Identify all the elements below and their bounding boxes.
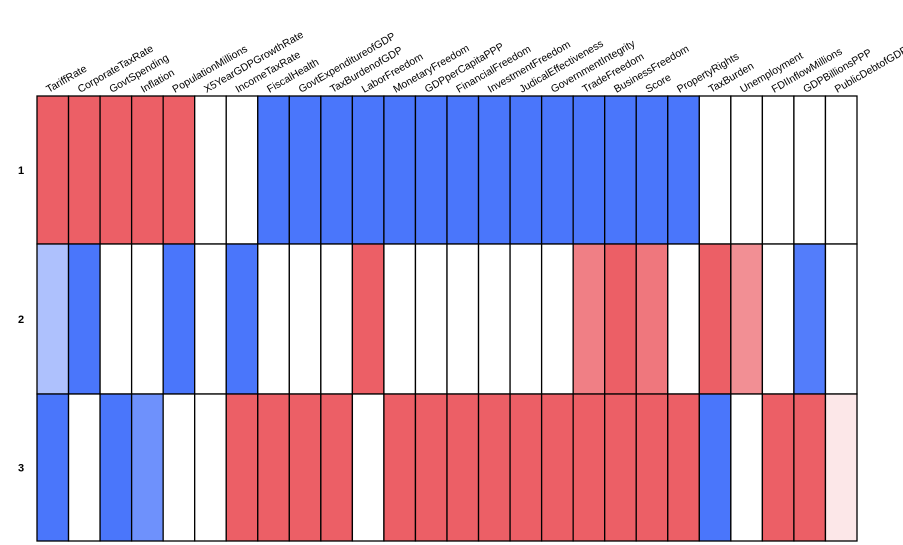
- heatmap-cell: [572, 393, 606, 542]
- heatmap-cell: [667, 243, 700, 395]
- heatmap-cell: [320, 243, 354, 395]
- heatmap-cell: [604, 95, 637, 245]
- heatmap-cell: [761, 243, 795, 395]
- heatmap-cell: [698, 95, 732, 245]
- heatmap-cell: [761, 95, 795, 245]
- heatmap-cell: [67, 243, 101, 395]
- heatmap-cell: [509, 243, 543, 395]
- heatmap-cell: [667, 95, 700, 245]
- heatmap-cell: [572, 95, 606, 245]
- heatmap-cells: [36, 95, 858, 542]
- heatmap-cell: [635, 95, 669, 245]
- heatmap-cell: [162, 393, 196, 542]
- heatmap-cell: [635, 243, 669, 395]
- heatmap-cell: [351, 243, 385, 395]
- heatmap-cell: [99, 95, 133, 245]
- heatmap-cell: [36, 243, 70, 395]
- heatmap-cell: [194, 393, 227, 542]
- heatmap-cell: [698, 393, 732, 542]
- heatmap-cell: [477, 243, 511, 395]
- heatmap-cell: [99, 243, 133, 395]
- heatmap-cell: [130, 393, 164, 542]
- heatmap-cell: [540, 243, 574, 395]
- heatmap-cell: [130, 95, 164, 245]
- heatmap-cell: [414, 243, 448, 395]
- heatmap-cell: [36, 393, 70, 542]
- heatmap-cell: [604, 393, 637, 542]
- heatmap-cell: [67, 393, 101, 542]
- heatmap-cell: [99, 393, 133, 542]
- heatmap-cell: [540, 393, 574, 542]
- heatmap-cell: [761, 393, 795, 542]
- heatmap-cell: [667, 393, 700, 542]
- heatmap-cell: [225, 243, 259, 395]
- heatmap-cell: [509, 95, 543, 245]
- heatmap-cell: [446, 243, 480, 395]
- row-label: 3: [18, 463, 24, 475]
- heatmap-cell: [162, 95, 196, 245]
- heatmap-cell: [320, 393, 354, 542]
- row-label: 2: [18, 314, 24, 326]
- heatmap-cell: [793, 393, 827, 542]
- heatmap-cell: [604, 243, 637, 395]
- heatmap-cell: [288, 243, 322, 395]
- heatmap-cell: [320, 95, 354, 245]
- heatmap-cell: [257, 95, 290, 245]
- heatmap-cell: [477, 393, 511, 542]
- heatmap-cell: [194, 95, 227, 245]
- heatmap-cell: [257, 393, 290, 542]
- heatmap-cell: [572, 243, 606, 395]
- row-label: 1: [18, 165, 24, 177]
- heatmap-cell: [446, 95, 480, 245]
- heatmap-cell: [194, 243, 227, 395]
- heatmap-cell: [351, 393, 385, 542]
- heatmap-cell: [257, 243, 290, 395]
- heatmap-cell: [477, 95, 511, 245]
- heatmap-cell: [730, 95, 764, 245]
- heatmap-cell: [824, 393, 858, 542]
- heatmap-cell: [36, 95, 70, 245]
- heatmap-cell: [383, 95, 417, 245]
- row-labels: 1 2 3: [18, 165, 24, 475]
- heatmap-cell: [225, 95, 259, 245]
- heatmap-cell: [793, 95, 827, 245]
- heatmap-cell: [446, 393, 480, 542]
- heatmap-cell: [414, 393, 448, 542]
- heatmap-cell: [540, 95, 574, 245]
- heatmap-cell: [414, 95, 448, 245]
- heatmap-cell: [130, 243, 164, 395]
- column-labels: TariffRateCorporateTaxRateGovtSpendingIn…: [44, 29, 903, 96]
- heatmap-cell: [635, 393, 669, 542]
- heatmap-cell: [225, 393, 259, 542]
- heatmap-cell: [698, 243, 732, 395]
- heatmap-cell: [67, 95, 101, 245]
- heatmap-cell: [730, 243, 764, 395]
- heatmap-cell: [793, 243, 827, 395]
- heatmap-cell: [383, 393, 417, 542]
- heatmap-cell: [351, 95, 385, 245]
- heatmap-cell: [824, 95, 858, 245]
- heatmap-cell: [288, 95, 322, 245]
- heatmap-cell: [383, 243, 417, 395]
- heatmap-cell: [730, 393, 764, 542]
- heatmap-cell: [288, 393, 322, 542]
- heatmap-cell: [162, 243, 196, 395]
- heatmap-cell: [509, 393, 543, 542]
- heatmap-cell: [824, 243, 858, 395]
